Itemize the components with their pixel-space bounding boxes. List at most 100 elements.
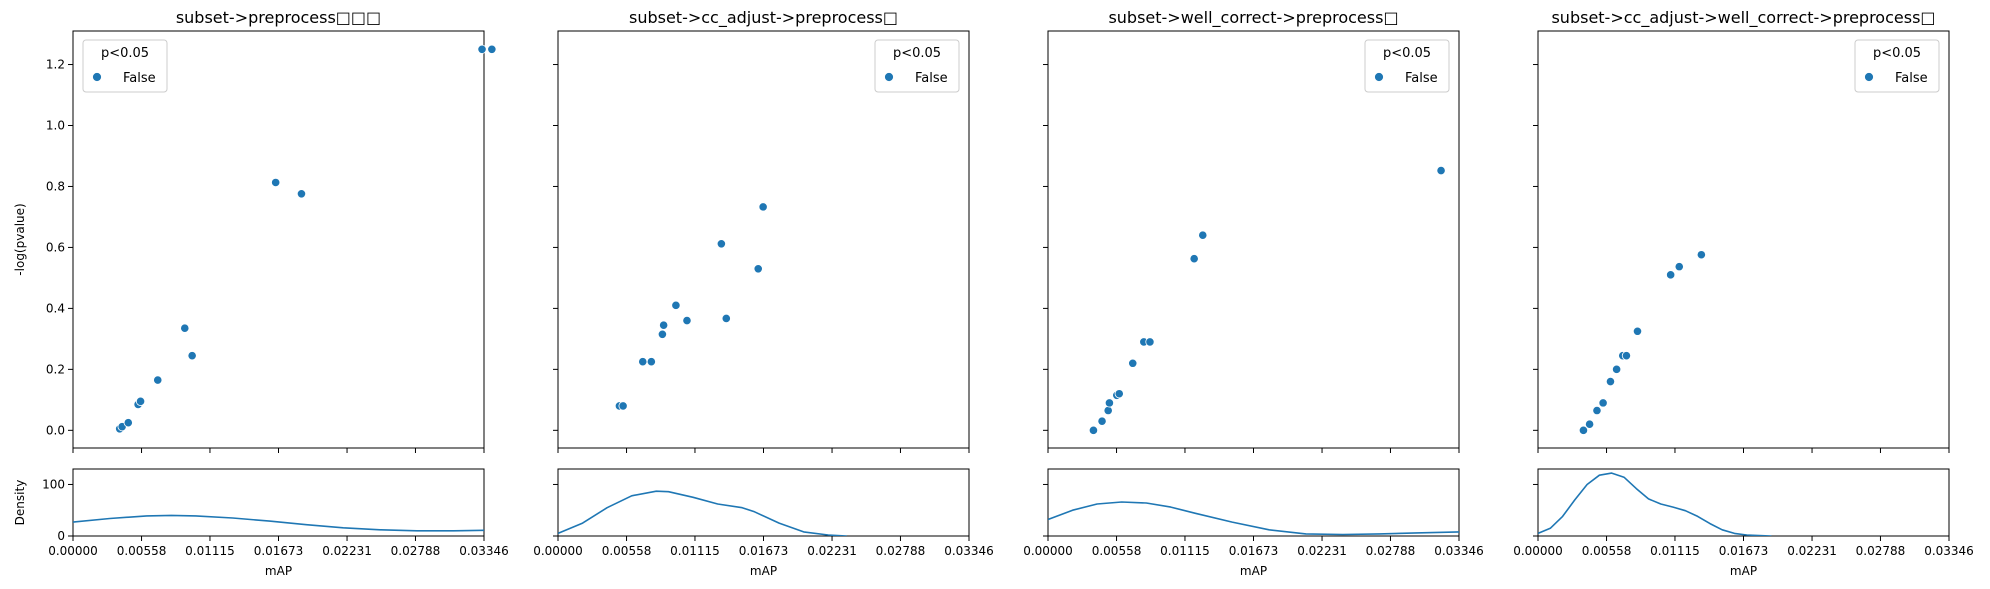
x-tick-label: 0.00558 xyxy=(1092,544,1142,558)
scatter-point xyxy=(1674,262,1684,272)
legend-entry: False xyxy=(123,71,156,86)
density-curve xyxy=(1048,501,1459,536)
scatter-point xyxy=(180,323,190,333)
x-tick-label: 0.01115 xyxy=(670,544,720,558)
legend: p<0.05 False xyxy=(874,39,960,93)
legend: p<0.05 False xyxy=(82,39,168,93)
scatter-point xyxy=(657,329,668,339)
scatter-axes-frame xyxy=(72,30,485,449)
scatter-point xyxy=(682,315,692,326)
x-tick-label: 0.03346 xyxy=(944,544,994,558)
chart-title: subset->well_correct->preprocess□ xyxy=(1108,8,1398,28)
scatter-point xyxy=(1088,425,1099,435)
scatter-point xyxy=(123,418,133,428)
scatter-point xyxy=(1103,405,1113,416)
x-tick-label: 0.03346 xyxy=(1924,544,1974,558)
scatter-axes-frame xyxy=(557,30,970,449)
x-tick-label: 0.01115 xyxy=(1650,544,1700,558)
scatter-point xyxy=(1104,398,1115,408)
scatter-point xyxy=(1605,376,1616,387)
scatter-point xyxy=(646,357,656,367)
scatter-point xyxy=(1436,166,1446,176)
y-tick-label: 0.8 xyxy=(46,179,65,193)
scatter-point xyxy=(271,177,281,188)
scatter-point xyxy=(487,44,497,54)
scatter-point xyxy=(1612,364,1622,374)
chart-title: subset->cc_adjust->preprocess□ xyxy=(629,8,898,28)
legend-entry: False xyxy=(915,71,948,86)
x-tick-label: 0.00000 xyxy=(533,544,583,558)
legend-title: p<0.05 xyxy=(101,46,149,61)
density-curve xyxy=(1538,472,1772,536)
scatter-point xyxy=(618,401,628,411)
x-tick-label: 0.03346 xyxy=(1434,544,1484,558)
x-tick-label: 0.00558 xyxy=(1582,544,1632,558)
density-curve xyxy=(73,514,484,532)
x-tick-label: 0.03346 xyxy=(459,544,509,558)
y-axis-label: -log(pvalue) xyxy=(13,203,27,275)
scatter-point xyxy=(1621,351,1632,361)
scatter-point xyxy=(477,44,487,54)
legend-marker xyxy=(884,72,894,82)
scatter-point xyxy=(296,189,307,199)
legend: p<0.05 False xyxy=(1364,39,1450,93)
x-axis-label: mAP xyxy=(1730,564,1757,578)
legend-title: p<0.05 xyxy=(1383,46,1431,61)
density-axis-label: Density xyxy=(13,480,27,526)
density-axes-frame xyxy=(72,468,485,537)
scatter-point xyxy=(638,357,648,367)
scatter-point xyxy=(1128,358,1138,368)
x-axis-label: mAP xyxy=(750,564,777,578)
scatter-point xyxy=(187,351,197,361)
legend-entry: False xyxy=(1405,71,1438,86)
y-tick-label: 1.0 xyxy=(46,118,65,132)
x-tick-label: 0.02788 xyxy=(1366,544,1416,558)
x-tick-label: 0.01673 xyxy=(1719,544,1769,558)
x-tick-label: 0.02231 xyxy=(807,544,857,558)
x-tick-label: 0.01115 xyxy=(185,544,235,558)
x-tick-label: 0.00000 xyxy=(1513,544,1563,558)
density-y-tick-label: 0 xyxy=(57,529,65,543)
scatter-point xyxy=(1189,254,1199,264)
x-tick-label: 0.02231 xyxy=(1297,544,1347,558)
legend-marker xyxy=(1864,72,1874,82)
x-tick-label: 0.02788 xyxy=(1856,544,1906,558)
scatter-point xyxy=(1666,270,1676,280)
scatter-point xyxy=(1632,326,1643,336)
y-tick-label: 0.4 xyxy=(46,301,65,315)
scatter-point xyxy=(1198,230,1208,240)
density-y-tick-label: 100 xyxy=(42,477,65,491)
scatter-point xyxy=(659,320,669,330)
y-tick-label: 1.2 xyxy=(46,58,65,72)
scatter-point xyxy=(1598,398,1608,408)
scatter-point xyxy=(1097,416,1107,426)
scatter-point xyxy=(716,239,726,249)
y-tick-label: 0.0 xyxy=(46,423,65,437)
x-axis-label: mAP xyxy=(265,564,292,578)
x-tick-label: 0.01673 xyxy=(254,544,304,558)
y-tick-label: 0.6 xyxy=(46,240,65,254)
chart-title: subset->preprocess□□□ xyxy=(176,8,381,27)
scatter-point xyxy=(671,300,681,310)
x-tick-label: 0.00558 xyxy=(602,544,652,558)
scatter-point xyxy=(1584,419,1595,429)
x-tick-label: 0.02231 xyxy=(322,544,372,558)
legend-entry: False xyxy=(1895,71,1928,86)
x-tick-label: 0.02788 xyxy=(391,544,441,558)
y-tick-label: 0.2 xyxy=(46,362,65,376)
scatter-point xyxy=(758,202,768,212)
x-tick-label: 0.01673 xyxy=(1229,544,1279,558)
scatter-point xyxy=(1578,425,1589,435)
scatter-axes-frame xyxy=(1047,30,1460,449)
chart-title: subset->cc_adjust->well_correct->preproc… xyxy=(1551,8,1935,28)
x-tick-label: 0.01115 xyxy=(1160,544,1210,558)
x-tick-label: 0.00558 xyxy=(117,544,167,558)
density-axes-frame xyxy=(1537,468,1950,537)
panel-2: subset->cc_adjust->preprocess□ p<0.05 Fals… xyxy=(533,8,994,578)
x-tick-label: 0.01673 xyxy=(739,544,789,558)
panel-3: subset->well_correct->preprocess□ p<0.05 F… xyxy=(1023,8,1484,578)
x-tick-label: 0.00000 xyxy=(48,544,98,558)
scatter-point xyxy=(1592,405,1602,416)
scatter-point xyxy=(721,313,731,324)
